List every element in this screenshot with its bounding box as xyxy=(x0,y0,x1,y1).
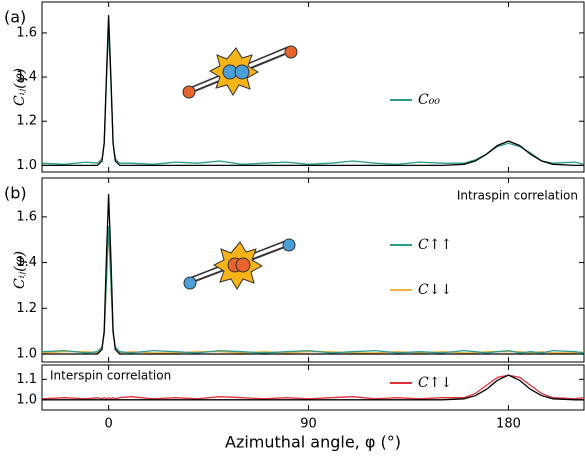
x-axis-label: Azimuthal angle, φ (°) xyxy=(225,433,401,452)
data-line xyxy=(42,193,584,355)
data-line xyxy=(41,228,585,354)
y-tick-label: 1.1 xyxy=(16,372,37,387)
legend-label: C₀₀ xyxy=(418,92,440,108)
illustration-b xyxy=(183,238,296,290)
legend-label: C↓↓ xyxy=(418,282,452,298)
y-tick-label: 1.2 xyxy=(16,301,37,316)
annotation: Interspin correlation xyxy=(50,369,171,383)
legend-label: C↑↑ xyxy=(418,237,452,253)
y-axis-label: Cᵢⱼ(φ) xyxy=(12,68,28,106)
y-tick-label: 1.6 xyxy=(16,25,37,40)
x-tick-label: 90 xyxy=(300,417,317,432)
x-tick-label: 180 xyxy=(496,417,521,432)
panel-label: (b) xyxy=(4,184,27,203)
annotation: Intraspin correlation xyxy=(457,189,578,203)
data-line xyxy=(41,225,585,354)
panel-frame xyxy=(41,364,585,411)
panel-label: (a) xyxy=(4,8,26,27)
data-line xyxy=(42,374,584,401)
illustration-a xyxy=(182,45,298,99)
y-tick-label: 1.0 xyxy=(16,158,37,173)
legend-label: C↑↓ xyxy=(418,375,452,391)
y-tick-label: 1.4 xyxy=(16,70,37,85)
y-tick-label: 1.4 xyxy=(16,255,37,270)
y-tick-label: 1.6 xyxy=(16,209,37,224)
data-line xyxy=(42,15,584,167)
y-tick-label: 1.0 xyxy=(16,347,37,362)
y-axis-label: Cᵢⱼ(φ) xyxy=(12,251,28,289)
x-tick-label: 0 xyxy=(104,417,112,432)
y-tick-label: 1.0 xyxy=(16,392,37,407)
y-tick-label: 1.2 xyxy=(16,114,37,129)
panel-frame xyxy=(41,177,585,363)
panel-frame xyxy=(41,1,585,173)
